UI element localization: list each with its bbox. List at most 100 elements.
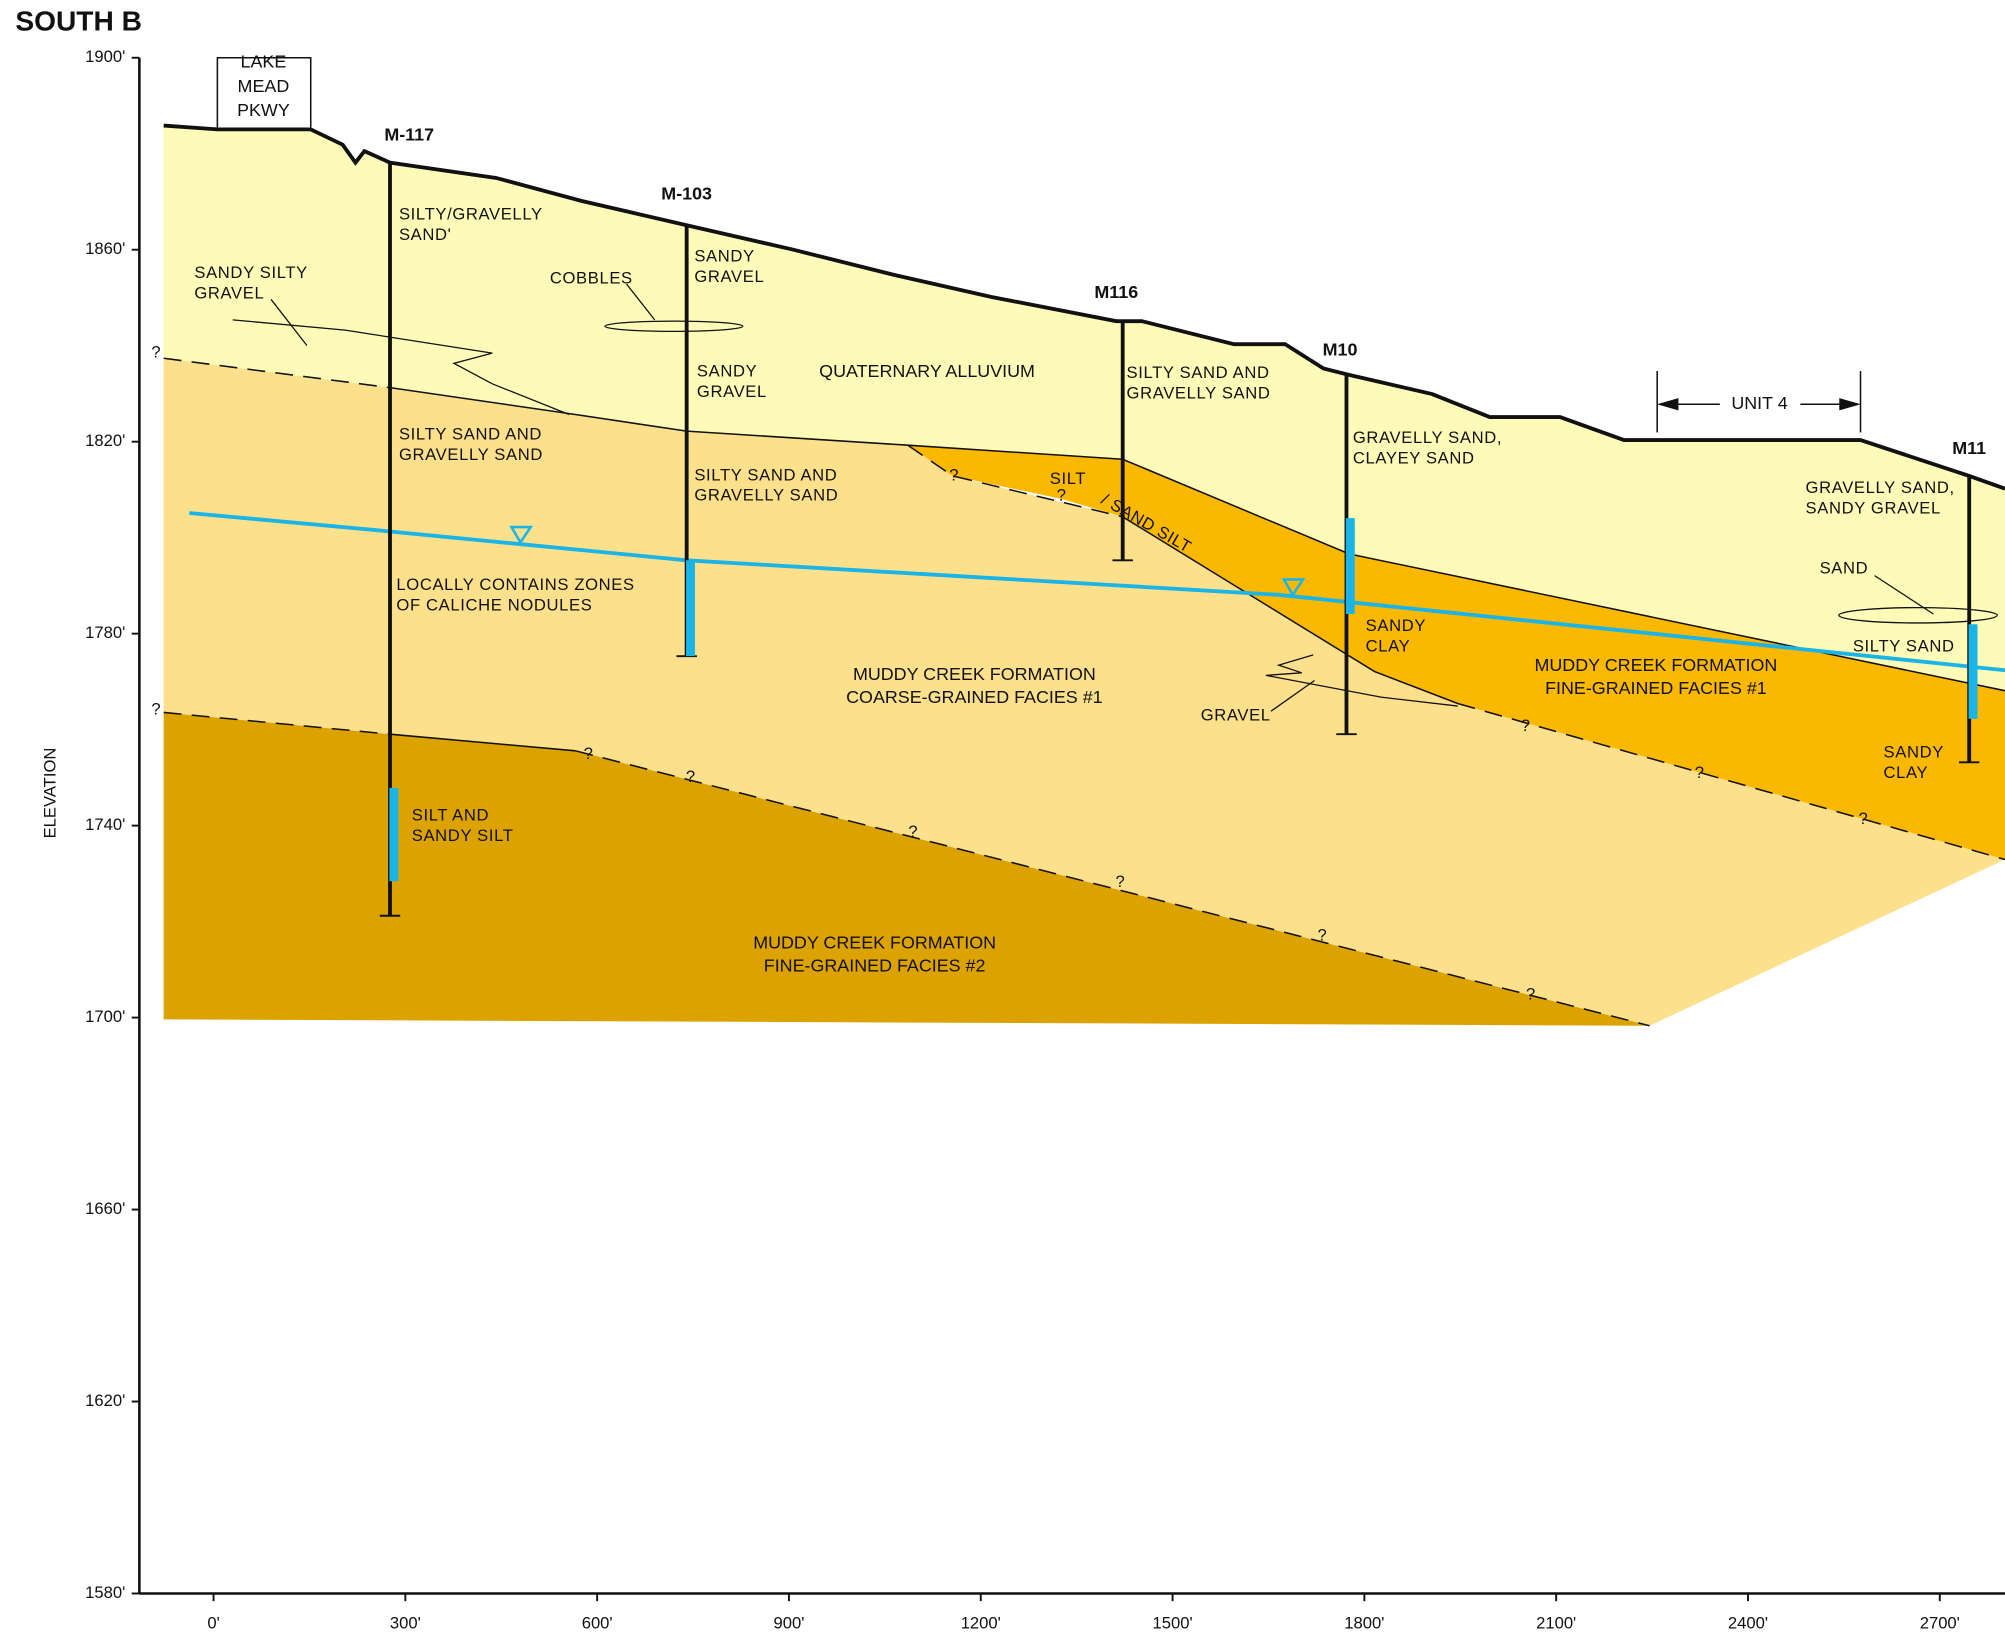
y-tick-label: 1580' <box>85 1583 125 1602</box>
x-tick-label: 900' <box>774 1614 805 1633</box>
quaternary-alluvium <box>163 125 2005 691</box>
x-tick-label: 2400' <box>1728 1614 1768 1633</box>
contact <box>389 733 576 752</box>
material-label: COBBLES <box>550 268 633 287</box>
material-label: SANDY <box>697 362 757 381</box>
formation-label: QUATERNARY ALLUVIUM <box>819 361 1035 381</box>
road-label: MEAD <box>238 76 290 96</box>
y-tick-label: 1660' <box>85 1199 125 1218</box>
uncertain-mark: ? <box>1526 984 1535 1003</box>
uncertain-mark: ? <box>584 744 593 763</box>
material-label: SILTY SAND AND <box>1127 363 1270 382</box>
contact <box>1457 702 2005 861</box>
y-tick-label: 1740' <box>85 815 125 834</box>
road-box <box>216 56 312 130</box>
contact <box>1122 516 1458 705</box>
material-label: GRAVELLY SAND, <box>1353 428 1502 447</box>
uncertain-mark: ? <box>1695 763 1704 782</box>
material-label: SAND <box>1820 559 1869 578</box>
fine-facies-1 <box>907 445 2005 860</box>
formation-label: FINE-GRAINED FACIES #1 <box>1545 678 1767 698</box>
lens <box>232 319 570 416</box>
material-label: LOCALLY CONTAINS ZONES <box>396 575 634 594</box>
contact <box>575 750 1650 1027</box>
well-name: M10 <box>1323 339 1358 359</box>
material-label: SANDY <box>1884 743 1944 762</box>
y-tick-label: 1700' <box>85 1007 125 1026</box>
well-name: M11 <box>1952 438 1986 458</box>
uncertain-mark: ? <box>686 767 695 786</box>
material-label: GRAVEL <box>1201 706 1271 725</box>
material-label: SILTY/GRAVELLY <box>399 204 543 223</box>
material-label: SILTY SAND AND <box>694 465 837 484</box>
uncertain-mark: ? <box>151 343 160 362</box>
material-label: SILTY SAND <box>1853 637 1955 656</box>
material-label: OF CALICHE NODULES <box>396 596 592 615</box>
leader-lines <box>270 283 1934 712</box>
material-label: GRAVELLY SAND <box>1127 383 1271 402</box>
material-label: SILT <box>1050 469 1086 488</box>
material-label: GRAVELLY SAND, <box>1806 478 1955 497</box>
material-label: SAND' <box>399 225 452 244</box>
material-label: SANDY SILT <box>412 826 514 845</box>
material-label: GRAVEL <box>194 284 264 303</box>
well-name: M116 <box>1094 282 1138 302</box>
material-label: CLAYEY SAND <box>1353 449 1475 468</box>
well-name: M-117 <box>384 124 434 144</box>
formation-label: MUDDY CREEK FORMATION <box>1534 655 1777 675</box>
y-tick-label: 1780' <box>85 623 125 642</box>
material-label: SANDY <box>1366 616 1426 635</box>
formation-label: COARSE-GRAINED FACIES #1 <box>846 687 1103 707</box>
uncertain-mark: ? <box>1858 809 1867 828</box>
x-tick-label: 2700' <box>1920 1614 1960 1633</box>
x-tick-label: 1800' <box>1344 1614 1384 1633</box>
contact <box>163 357 391 389</box>
material-label: GRAVELLY SAND <box>694 486 838 505</box>
x-tick-label: 300' <box>390 1614 421 1633</box>
title: SOUTH B <box>15 6 142 37</box>
y-axis-label: ELEVATION <box>41 748 60 839</box>
x-tick-label: 600' <box>582 1614 613 1633</box>
uncertain-mark: ? <box>1521 716 1530 735</box>
coarse-facies-1 <box>163 358 2005 1026</box>
x-tick-label: 1500' <box>1153 1614 1193 1633</box>
well-name: M-103 <box>661 183 712 203</box>
formation-label: FINE-GRAINED FACIES #2 <box>764 956 986 976</box>
formation-label: MUDDY CREEK FORMATION <box>753 933 996 953</box>
material-label: CLAY <box>1366 637 1411 656</box>
sand-lens <box>1838 606 1998 624</box>
material-label: SILT AND <box>412 805 489 824</box>
material-label: SANDY GRAVEL <box>1806 499 1941 518</box>
uncertain-mark: ? <box>1057 486 1066 505</box>
x-tick-label: 1200' <box>961 1614 1001 1633</box>
road-label: LAKE <box>241 52 287 72</box>
y-tick-label: 1860' <box>85 239 125 258</box>
x-tick-label: 0' <box>207 1614 219 1633</box>
cobble-lens <box>604 320 744 333</box>
y-tick-label: 1620' <box>85 1391 125 1410</box>
fine-facies-2 <box>163 712 1650 1026</box>
contact <box>907 444 1123 518</box>
y-tick-label: 1820' <box>85 431 125 450</box>
road-label: PKWY <box>237 100 290 120</box>
water-level-symbol <box>1281 578 1306 598</box>
gravel-lens <box>1265 654 1458 707</box>
y-tick-label: 1900' <box>85 47 125 66</box>
material-label: SILTY SAND AND <box>399 424 542 443</box>
uncertain-mark: ? <box>949 465 958 484</box>
water-level-symbol <box>509 525 534 545</box>
material-label: SANDY <box>694 247 754 266</box>
uncertain-mark: ? <box>151 699 160 718</box>
material-label: CLAY <box>1884 763 1929 782</box>
uncertain-mark: ? <box>1318 926 1327 945</box>
contact <box>163 711 391 735</box>
uncertain-mark: ? <box>1116 872 1125 891</box>
material-label: GRAVEL <box>697 382 767 401</box>
x-tick-label: 2100' <box>1536 1614 1576 1633</box>
unit-label: UNIT 4 <box>1731 393 1787 413</box>
material-label: GRAVELLY SAND <box>399 445 543 464</box>
ground-surface <box>163 123 2005 491</box>
material-label: SANDY SILTY <box>194 263 308 282</box>
unit-bracket <box>1656 371 1862 433</box>
